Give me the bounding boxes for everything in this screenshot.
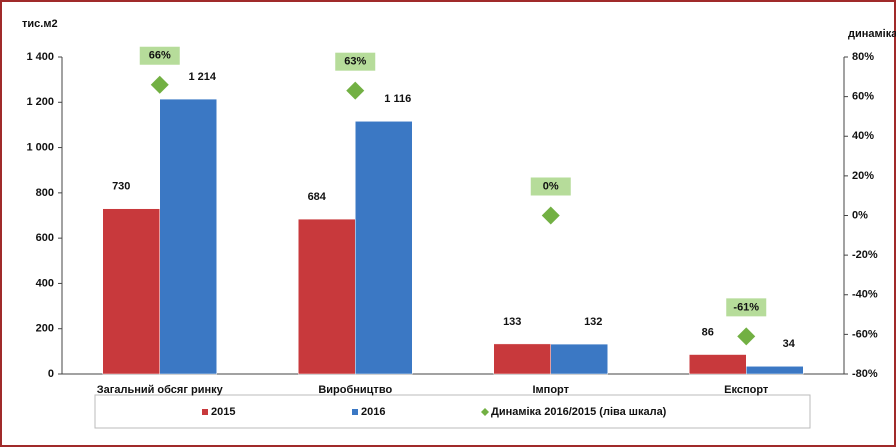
bar xyxy=(746,366,804,375)
dynamics-label: 0% xyxy=(543,180,559,192)
bar-value-label: 132 xyxy=(584,316,602,328)
y-axis-label: тис.м2 xyxy=(22,18,58,30)
y-tick-label: 1 400 xyxy=(26,51,54,63)
bar xyxy=(298,218,356,375)
x-tick-label: Виробництво xyxy=(318,384,392,396)
dynamics-marker xyxy=(737,327,756,346)
legend-label: Динаміка 2016/2015 (ліва шкала) xyxy=(491,406,667,418)
bar-value-label: 1 214 xyxy=(188,71,216,83)
legend-marker xyxy=(481,408,489,416)
y-tick-label: 600 xyxy=(36,232,54,244)
y2-tick-label: -40% xyxy=(852,289,878,301)
y-tick-label: 0 xyxy=(48,368,54,380)
dynamics-marker xyxy=(541,206,560,225)
bar xyxy=(550,343,608,375)
dynamics-label: 66% xyxy=(149,50,171,62)
bar xyxy=(493,343,551,375)
dynamics-label-box xyxy=(726,298,767,317)
dynamics-marker xyxy=(150,75,169,94)
bar-value-label: 684 xyxy=(308,191,327,203)
dynamics-label-box xyxy=(335,52,376,71)
x-tick-label: Загальний обсяг ринку xyxy=(97,384,224,396)
y2-tick-label: -60% xyxy=(852,328,878,340)
dynamics-label-box xyxy=(139,46,180,65)
y-tick-label: 400 xyxy=(36,277,54,289)
x-tick-label: Імпорт xyxy=(532,384,569,396)
y-tick-label: 1 200 xyxy=(26,96,54,108)
bar xyxy=(102,208,160,375)
dynamics-label-box xyxy=(530,177,571,196)
y2-axis-label: динаміка xyxy=(848,28,896,40)
y2-tick-label: 0% xyxy=(852,209,868,221)
bar xyxy=(689,354,747,375)
dynamics-label: 63% xyxy=(344,56,366,68)
bar-value-label: 133 xyxy=(503,316,521,328)
bar-value-label: 730 xyxy=(112,181,130,193)
legend-label: 2015 xyxy=(211,406,235,418)
legend-marker xyxy=(202,409,208,415)
bar xyxy=(159,98,217,375)
dynamics-label: -61% xyxy=(733,301,759,313)
y-tick-label: 200 xyxy=(36,323,54,335)
legend-label: 2016 xyxy=(361,406,385,418)
bar xyxy=(355,121,413,375)
y2-tick-label: 40% xyxy=(852,130,874,142)
y2-tick-label: 20% xyxy=(852,170,874,182)
bar-value-label: 34 xyxy=(783,338,796,350)
x-tick-label: Експорт xyxy=(724,384,769,396)
legend-marker xyxy=(352,409,358,415)
dynamics-marker xyxy=(346,81,365,100)
y2-tick-label: -80% xyxy=(852,368,878,380)
y-tick-label: 800 xyxy=(36,187,54,199)
y-tick-label: 1 000 xyxy=(26,141,54,153)
bar-value-label: 1 116 xyxy=(384,93,411,105)
y2-tick-label: -20% xyxy=(852,249,878,261)
y2-tick-label: 80% xyxy=(852,51,874,63)
legend-box xyxy=(94,394,811,429)
y2-tick-label: 60% xyxy=(852,91,874,103)
bar-value-label: 86 xyxy=(702,326,714,338)
